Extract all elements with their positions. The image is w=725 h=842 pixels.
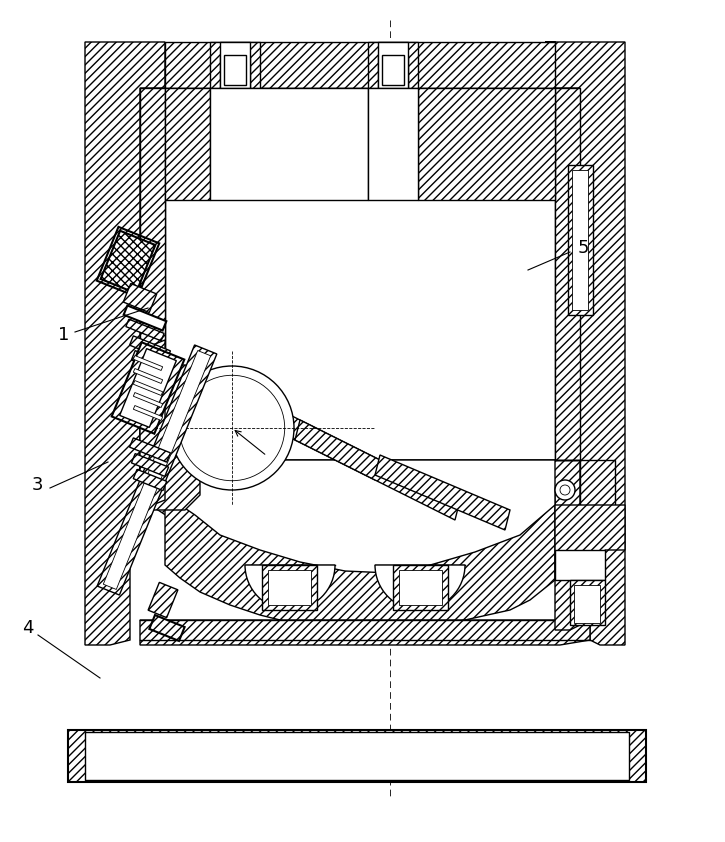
Polygon shape: [418, 88, 555, 200]
Polygon shape: [131, 454, 168, 477]
Polygon shape: [375, 455, 510, 530]
Polygon shape: [130, 336, 170, 360]
Polygon shape: [133, 381, 162, 396]
Polygon shape: [368, 42, 418, 88]
Polygon shape: [235, 390, 380, 480]
Wedge shape: [245, 565, 335, 610]
Polygon shape: [133, 392, 162, 408]
Bar: [268, 570, 311, 605]
Circle shape: [170, 366, 294, 490]
Polygon shape: [165, 42, 555, 88]
Polygon shape: [210, 42, 260, 88]
Polygon shape: [165, 88, 210, 200]
Polygon shape: [101, 231, 155, 293]
Polygon shape: [140, 620, 590, 645]
Polygon shape: [165, 490, 555, 630]
Circle shape: [560, 485, 570, 495]
Polygon shape: [131, 350, 168, 373]
Polygon shape: [295, 420, 460, 520]
Bar: [555, 550, 605, 580]
Polygon shape: [133, 469, 167, 491]
Polygon shape: [130, 438, 170, 462]
Polygon shape: [140, 88, 165, 460]
Bar: [572, 170, 588, 310]
Polygon shape: [112, 343, 184, 434]
Polygon shape: [133, 355, 162, 370]
Polygon shape: [103, 350, 211, 589]
Bar: [368, 88, 418, 200]
Wedge shape: [375, 565, 465, 610]
Text: 3: 3: [32, 476, 44, 494]
Bar: [382, 55, 404, 85]
Text: 1: 1: [58, 326, 70, 344]
Bar: [85, 732, 629, 780]
Bar: [224, 55, 246, 85]
Circle shape: [555, 480, 575, 500]
Polygon shape: [165, 88, 555, 460]
Polygon shape: [140, 365, 200, 510]
Bar: [399, 570, 442, 605]
Polygon shape: [126, 319, 164, 341]
Bar: [68, 730, 646, 782]
Polygon shape: [97, 345, 217, 595]
Bar: [220, 42, 250, 88]
Polygon shape: [120, 349, 176, 428]
Bar: [262, 565, 317, 610]
Bar: [393, 565, 448, 610]
Polygon shape: [149, 615, 185, 641]
Bar: [574, 585, 600, 623]
Polygon shape: [124, 306, 166, 331]
Polygon shape: [555, 460, 615, 540]
Bar: [378, 42, 408, 88]
Bar: [568, 165, 593, 315]
Polygon shape: [140, 460, 580, 580]
Polygon shape: [140, 340, 165, 510]
Circle shape: [179, 376, 285, 481]
Polygon shape: [133, 406, 162, 420]
Polygon shape: [85, 42, 165, 645]
Bar: [210, 88, 368, 200]
Polygon shape: [148, 583, 178, 618]
Polygon shape: [133, 369, 162, 383]
Polygon shape: [555, 88, 580, 460]
Polygon shape: [555, 505, 625, 630]
Bar: [570, 580, 605, 625]
Polygon shape: [165, 460, 555, 573]
Text: 4: 4: [22, 619, 33, 637]
Polygon shape: [545, 42, 625, 645]
Text: 5: 5: [578, 239, 589, 257]
Polygon shape: [123, 284, 157, 312]
